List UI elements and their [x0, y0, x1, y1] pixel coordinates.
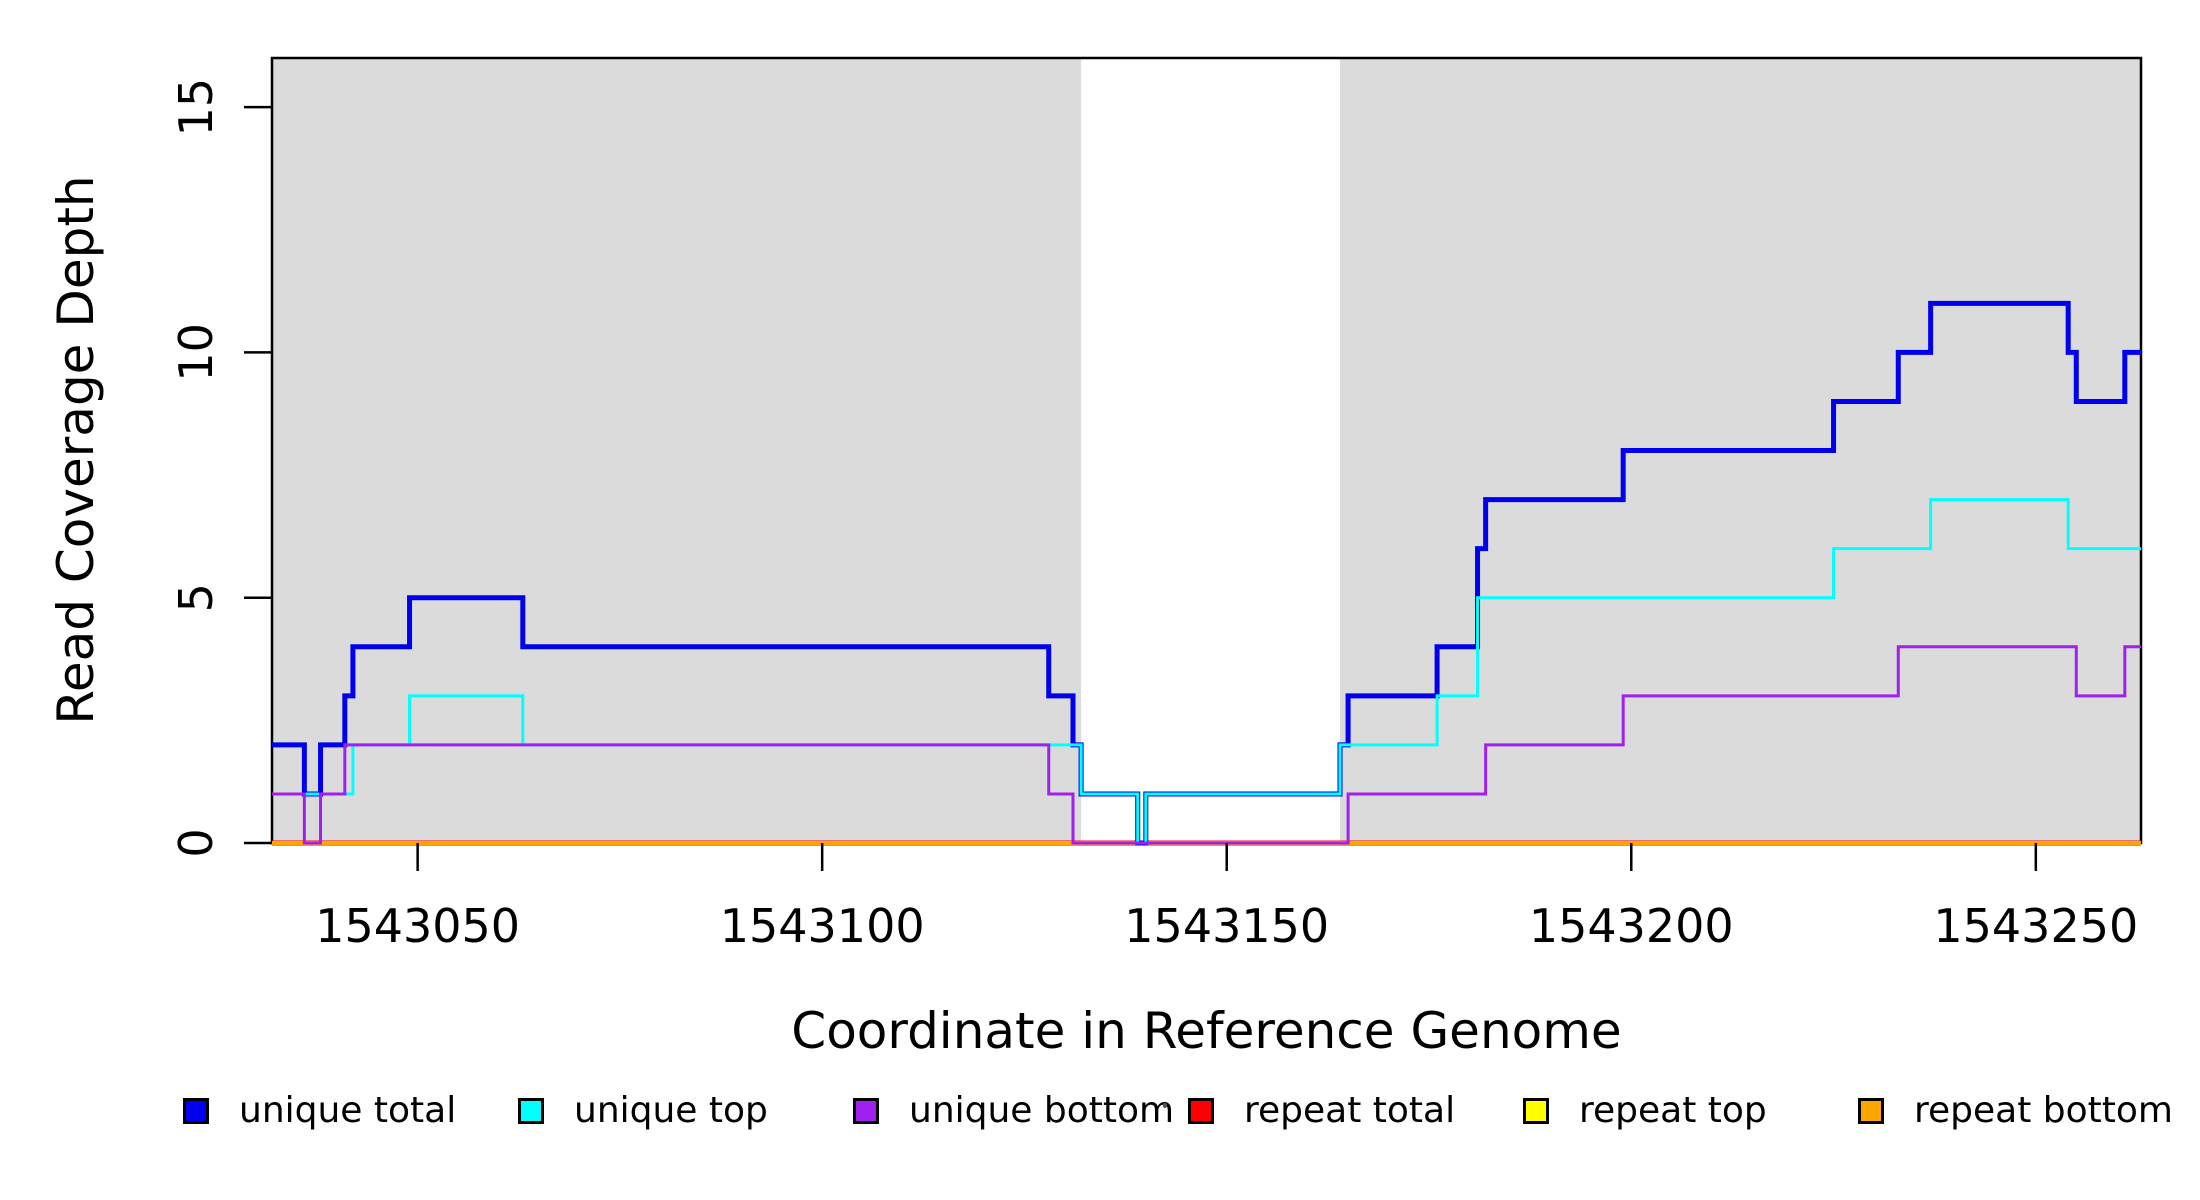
legend-label: unique total	[239, 1090, 457, 1131]
stray-mark	[1163, 1103, 1167, 1108]
legend-item-unique-bottom: unique bottom	[853, 1090, 1174, 1131]
legend-swatch-repeat-bottom	[1858, 1097, 1884, 1124]
x-axis-title: Coordinate in Reference Genome	[791, 1002, 1622, 1060]
legend-item-repeat-top: repeat top	[1523, 1090, 1767, 1131]
y-axis-title: Read Coverage Depth	[47, 175, 105, 725]
series-unique-bottom	[272, 645, 2141, 845]
legend-label: repeat total	[1244, 1090, 1456, 1131]
shaded-region	[272, 58, 1082, 843]
y-tick-label: 5	[169, 583, 223, 612]
x-tick-label: 1543150	[1124, 899, 1329, 953]
y-tick-label: 10	[169, 323, 223, 382]
legend-item-repeat-total: repeat total	[1188, 1090, 1455, 1131]
x-tick-label: 1543200	[1529, 899, 1734, 953]
series-unique-top	[272, 498, 2141, 845]
legend-swatch-unique-total	[183, 1097, 209, 1124]
legend-swatch-repeat-total	[1188, 1097, 1214, 1124]
x-tick-label: 1543100	[720, 899, 925, 953]
legend-label: repeat top	[1579, 1090, 1767, 1131]
legend-label: repeat bottom	[1914, 1090, 2173, 1131]
legend-label: unique top	[574, 1090, 768, 1131]
legend-label: unique bottom	[909, 1090, 1175, 1131]
legend-item-unique-total: unique total	[183, 1090, 456, 1131]
legend: unique total unique top unique bottom repea…	[0, 1090, 2200, 1150]
legend-swatch-repeat-top	[1523, 1097, 1549, 1124]
x-tick-label: 1543050	[315, 899, 520, 953]
legend-item-repeat-bottom: repeat bottom	[1858, 1090, 2173, 1131]
legend-swatch-unique-bottom	[853, 1097, 879, 1124]
x-tick-label: 1543250	[1933, 899, 2138, 953]
y-tick-label: 0	[169, 828, 223, 857]
legend-swatch-unique-top	[518, 1097, 544, 1124]
y-tick-label: 15	[169, 78, 223, 137]
legend-item-unique-top: unique top	[518, 1090, 768, 1131]
